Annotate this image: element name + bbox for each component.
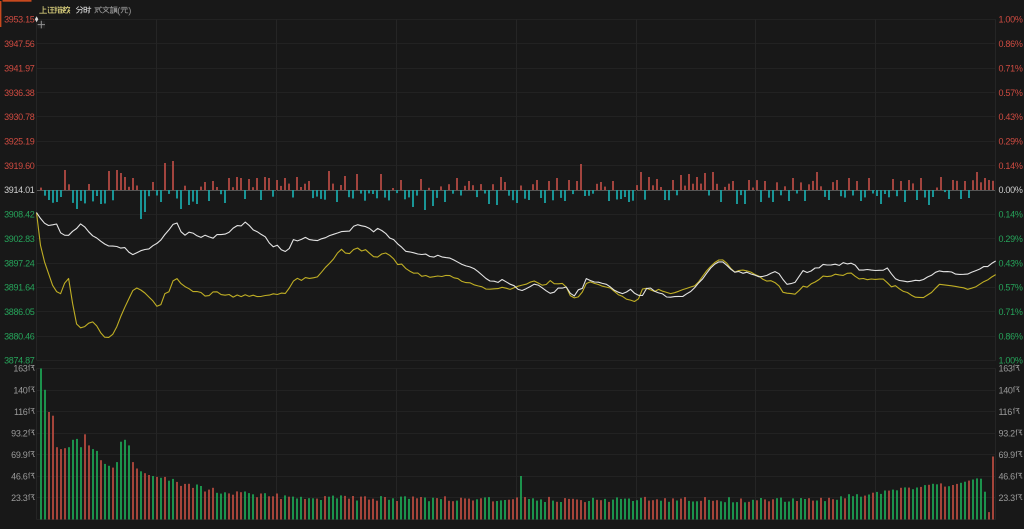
svg-text:163: 163 bbox=[13, 364, 27, 374]
svg-text:93.2: 93.2 bbox=[11, 428, 28, 438]
svg-text:(: ( bbox=[117, 6, 121, 17]
svg-text:3874.87: 3874.87 bbox=[4, 356, 35, 366]
svg-text:3941.97: 3941.97 bbox=[4, 63, 35, 73]
svg-text:3925.19: 3925.19 bbox=[4, 137, 35, 147]
svg-text:3947.56: 3947.56 bbox=[4, 39, 35, 49]
svg-text:0.71%: 0.71% bbox=[999, 63, 1023, 73]
svg-text:69.9: 69.9 bbox=[11, 450, 28, 460]
svg-text:46.6: 46.6 bbox=[11, 472, 28, 482]
svg-text:0.57%: 0.57% bbox=[999, 88, 1023, 98]
svg-text:0.86%: 0.86% bbox=[999, 39, 1023, 49]
svg-text:0.29%: 0.29% bbox=[999, 234, 1023, 244]
svg-text:3891.64: 3891.64 bbox=[4, 283, 35, 293]
svg-text:3897.24: 3897.24 bbox=[4, 258, 35, 268]
svg-text:0.43%: 0.43% bbox=[999, 258, 1023, 268]
svg-text:93.2: 93.2 bbox=[999, 428, 1016, 438]
svg-text:116: 116 bbox=[14, 407, 28, 417]
svg-text:3908.42: 3908.42 bbox=[4, 210, 35, 220]
svg-text:3902.83: 3902.83 bbox=[4, 234, 35, 244]
svg-text:3914.01: 3914.01 bbox=[4, 185, 35, 195]
svg-text:140: 140 bbox=[999, 385, 1013, 395]
svg-text:116: 116 bbox=[999, 407, 1013, 417]
svg-text:3886.05: 3886.05 bbox=[4, 307, 35, 317]
svg-text:163: 163 bbox=[999, 364, 1013, 374]
svg-text:69.9: 69.9 bbox=[999, 450, 1016, 460]
svg-text:46.6: 46.6 bbox=[999, 472, 1016, 482]
svg-text:3936.38: 3936.38 bbox=[4, 88, 35, 98]
svg-text:0.14%: 0.14% bbox=[999, 210, 1023, 220]
svg-text:23.3: 23.3 bbox=[999, 493, 1016, 503]
svg-text:3919.60: 3919.60 bbox=[4, 161, 35, 171]
svg-text:0.86%: 0.86% bbox=[999, 331, 1023, 341]
svg-text:0.14%: 0.14% bbox=[999, 161, 1023, 171]
svg-text:23.3: 23.3 bbox=[11, 493, 28, 503]
svg-text:1.00%: 1.00% bbox=[999, 15, 1023, 25]
svg-text:3930.78: 3930.78 bbox=[4, 112, 35, 122]
svg-text:140: 140 bbox=[13, 385, 27, 395]
svg-text:3953.15: 3953.15 bbox=[4, 15, 35, 25]
svg-text:3880.46: 3880.46 bbox=[4, 331, 35, 341]
svg-text:0.57%: 0.57% bbox=[999, 283, 1023, 293]
svg-text:0.71%: 0.71% bbox=[999, 307, 1023, 317]
svg-text:0.43%: 0.43% bbox=[999, 112, 1023, 122]
svg-text:0.29%: 0.29% bbox=[999, 137, 1023, 147]
svg-text:0.00%: 0.00% bbox=[999, 185, 1023, 195]
svg-text:1.00%: 1.00% bbox=[999, 356, 1023, 366]
svg-text:): ) bbox=[128, 6, 131, 17]
